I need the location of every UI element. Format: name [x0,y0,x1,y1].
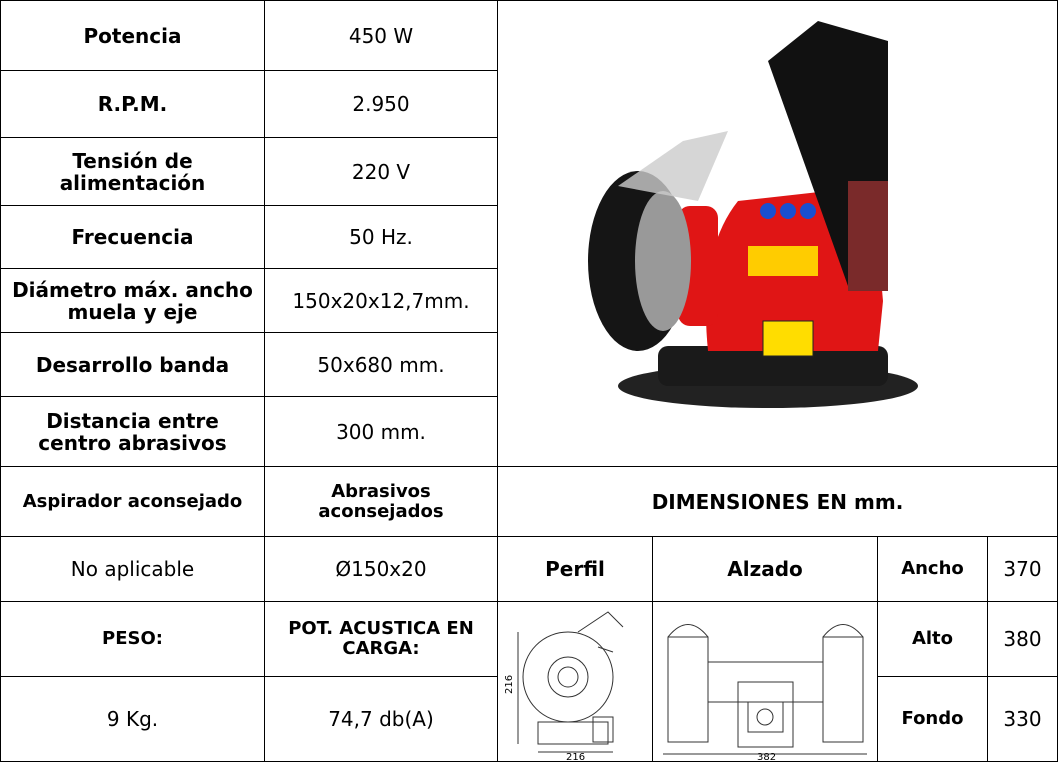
measure-value: 370 [987,536,1058,602]
grinder-illustration [588,21,918,408]
profile-sketch: 216 216 [504,611,624,763]
spec-value: 150x20x12,7mm. [264,268,498,333]
spec-label: Distancia entre centro abrasivos [0,396,265,467]
header-cell: Aspirador aconsejado [0,466,265,537]
header-cell: Abrasivos aconsejados [264,466,498,537]
spec-value: 450 W [264,0,498,71]
spec-value: 50 Hz. [264,205,498,269]
front-sketch: 382 [663,624,867,763]
spec-value: 220 V [264,137,498,206]
value-cell: No aplicable [0,536,265,602]
dimension-label: 216 [504,675,515,694]
spec-value: 50x680 mm. [264,332,498,397]
view-label: Alzado [652,536,878,602]
spec-label: Frecuencia [0,205,265,269]
value-cell: Ø150x20 [264,536,498,602]
product-photo [497,0,1058,467]
measure-value: 330 [987,676,1058,762]
measure-label: Fondo [877,676,988,762]
dimension-label: 216 [566,752,585,761]
front-drawing: 382 [652,601,878,763]
spec-label: Tensión de alimentación [0,137,265,206]
view-label: Perfil [497,536,653,602]
spec-label: Potencia [0,0,265,71]
value-cell: 74,7 db(A) [264,676,498,762]
measure-label: Ancho [877,536,988,602]
dimension-label: 382 [757,752,776,761]
spec-label: Desarrollo banda [0,332,265,397]
spec-label: Diámetro máx. ancho muela y eje [0,268,265,333]
value-cell: 9 Kg. [0,676,265,762]
measure-value: 380 [987,601,1058,677]
header-cell: PESO: [0,601,265,677]
profile-drawing: 216 216 [497,601,653,763]
spec-label: R.P.M. [0,70,265,138]
spec-value: 2.950 [264,70,498,138]
measure-label: Alto [877,601,988,677]
header-cell: POT. ACUSTICA EN CARGA: [264,601,498,677]
spec-value: 300 mm. [264,396,498,467]
dimensions-title: DIMENSIONES EN mm. [497,466,1058,537]
